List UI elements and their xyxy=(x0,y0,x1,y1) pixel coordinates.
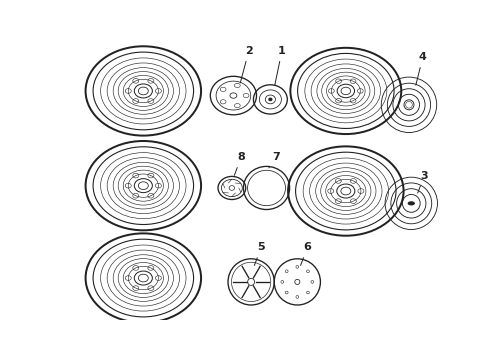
Ellipse shape xyxy=(268,98,272,101)
Text: 4: 4 xyxy=(416,52,427,85)
Text: 7: 7 xyxy=(269,152,280,168)
Ellipse shape xyxy=(408,201,415,206)
Text: 5: 5 xyxy=(254,242,265,265)
Text: 2: 2 xyxy=(240,46,253,83)
Text: 1: 1 xyxy=(275,46,286,85)
Text: 6: 6 xyxy=(300,242,311,265)
Text: 8: 8 xyxy=(234,152,245,175)
Ellipse shape xyxy=(406,102,412,108)
Text: 3: 3 xyxy=(417,171,428,193)
